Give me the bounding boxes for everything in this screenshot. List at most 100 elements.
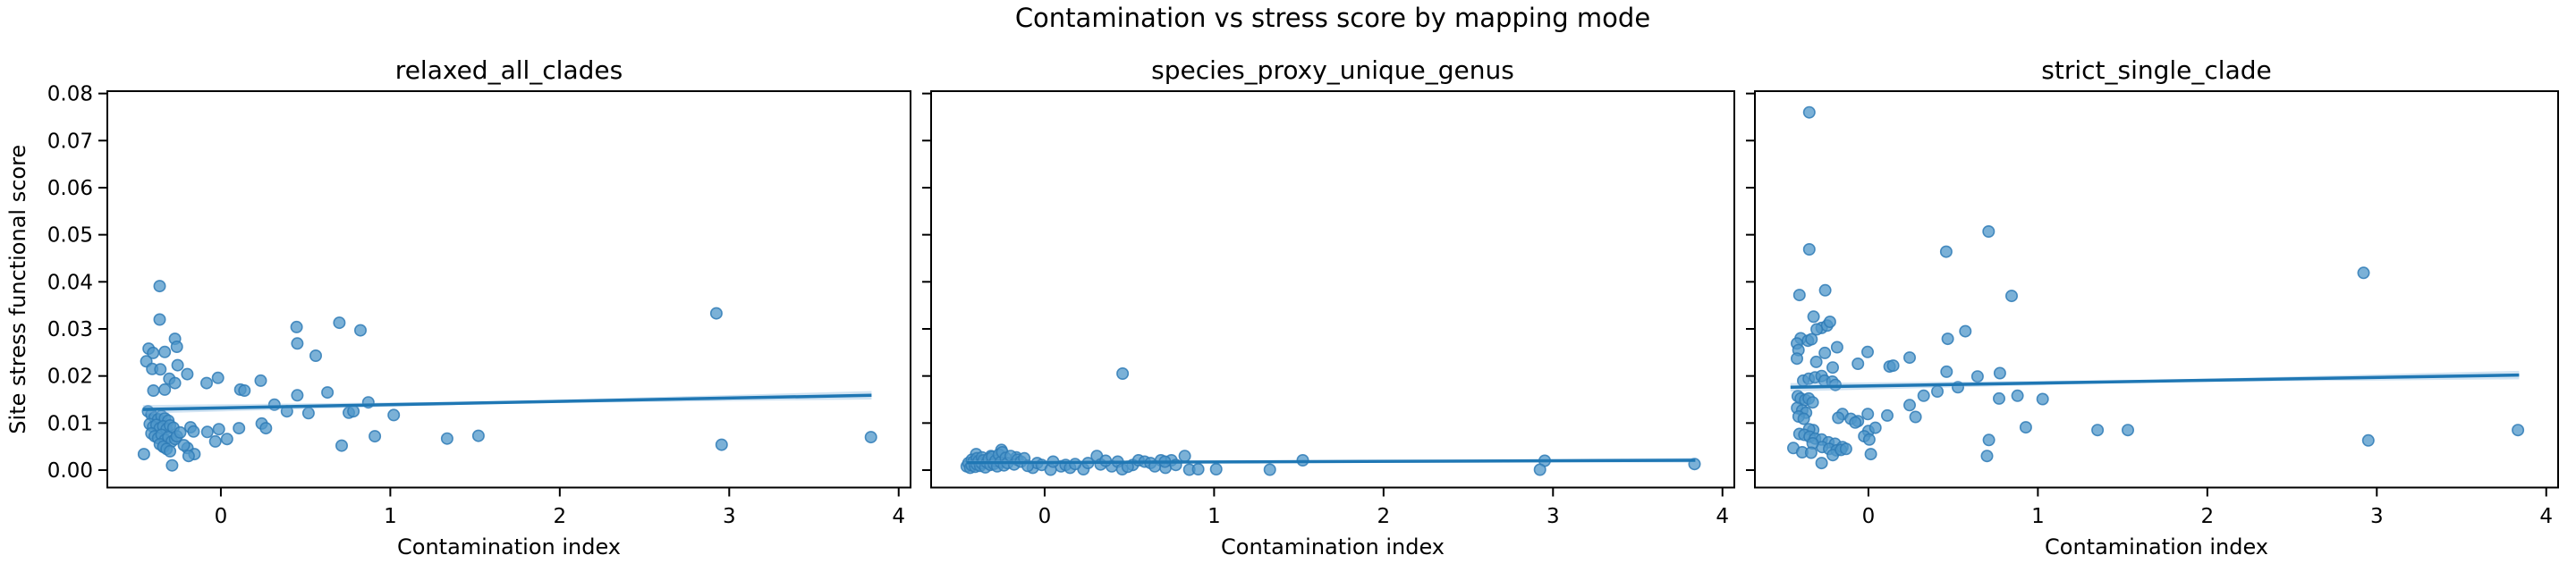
data-point bbox=[137, 448, 150, 461]
x-tick-label: 2 bbox=[554, 505, 567, 528]
data-point bbox=[1178, 450, 1191, 463]
data-point bbox=[2357, 266, 2370, 280]
x-tick-label: 4 bbox=[1716, 505, 1729, 528]
data-point bbox=[709, 307, 723, 320]
data-point bbox=[153, 280, 166, 293]
data-point bbox=[715, 438, 728, 451]
data-point bbox=[290, 320, 303, 333]
data-point bbox=[2019, 421, 2032, 434]
data-point bbox=[233, 422, 246, 435]
x-tick-label: 1 bbox=[2031, 505, 2045, 528]
data-point bbox=[291, 389, 304, 402]
data-point bbox=[333, 316, 346, 330]
data-point bbox=[170, 340, 183, 353]
data-point bbox=[1209, 462, 1223, 475]
x-tick-label: 0 bbox=[1862, 505, 1876, 528]
data-point bbox=[154, 363, 167, 376]
data-point bbox=[1862, 433, 1876, 446]
data-point bbox=[1818, 346, 1832, 359]
data-point bbox=[1116, 366, 1130, 380]
data-point bbox=[1909, 410, 1922, 424]
data-point bbox=[212, 423, 225, 436]
trend-line bbox=[966, 458, 1696, 465]
x-tick-label: 4 bbox=[2539, 505, 2553, 528]
y-tick-label: 0.05 bbox=[47, 224, 93, 248]
data-point bbox=[2512, 424, 2525, 437]
data-point bbox=[200, 425, 214, 439]
data-point bbox=[1792, 289, 1806, 302]
data-point bbox=[1941, 332, 1954, 346]
data-point bbox=[208, 434, 222, 448]
data-point bbox=[1797, 412, 1810, 425]
trend-line bbox=[142, 393, 872, 411]
y-tick-label: 0.07 bbox=[47, 130, 93, 153]
data-point bbox=[165, 458, 179, 472]
data-point bbox=[2091, 424, 2105, 437]
x-tick-label: 4 bbox=[892, 505, 905, 528]
data-point bbox=[1868, 421, 1882, 434]
data-point bbox=[1939, 245, 1953, 258]
axes-frame bbox=[1754, 90, 2559, 489]
data-point bbox=[211, 371, 225, 384]
data-point bbox=[1807, 310, 1820, 324]
axes-frame bbox=[106, 90, 911, 489]
data-point bbox=[1830, 341, 1843, 354]
data-point bbox=[1982, 433, 1996, 447]
data-point bbox=[1903, 351, 1917, 365]
subplot-title-strict_single_clade: strict_single_clade bbox=[2041, 55, 2271, 85]
trend-line bbox=[1790, 373, 2520, 390]
data-point bbox=[1970, 370, 1984, 383]
data-point bbox=[200, 376, 214, 390]
data-point bbox=[1809, 355, 1823, 368]
data-point bbox=[153, 313, 166, 326]
data-point bbox=[1810, 323, 1824, 336]
data-point bbox=[187, 425, 200, 438]
data-point bbox=[1849, 416, 1862, 429]
data-point bbox=[291, 337, 304, 350]
data-point bbox=[164, 444, 177, 458]
data-point bbox=[1861, 408, 1875, 421]
figure-suptitle: Contamination vs stress score by mapping… bbox=[1015, 3, 1650, 33]
data-point bbox=[440, 432, 453, 445]
data-point bbox=[1959, 324, 1972, 338]
data-point bbox=[182, 450, 195, 463]
data-point bbox=[471, 429, 485, 442]
data-point bbox=[1886, 359, 1900, 373]
data-point bbox=[1805, 332, 1818, 346]
data-point bbox=[158, 345, 172, 358]
data-point bbox=[220, 433, 233, 446]
data-point bbox=[1832, 411, 1845, 425]
y-tick-label: 0.02 bbox=[47, 366, 93, 389]
data-point bbox=[1791, 352, 1804, 366]
data-point bbox=[369, 430, 382, 443]
data-point bbox=[2036, 392, 2049, 406]
data-point bbox=[2361, 433, 2375, 447]
x-axis-label: Contamination index bbox=[1221, 534, 1445, 559]
x-tick-label: 1 bbox=[1208, 505, 1221, 528]
data-point bbox=[177, 439, 191, 452]
y-tick-label: 0.01 bbox=[47, 412, 93, 435]
data-point bbox=[1533, 463, 1546, 476]
y-tick-label: 0.00 bbox=[47, 459, 93, 483]
data-point bbox=[353, 324, 367, 337]
data-point bbox=[1917, 389, 1930, 402]
data-point bbox=[1993, 366, 2006, 380]
y-axis-label: Site stress functional score bbox=[5, 145, 30, 434]
data-point bbox=[1980, 450, 1994, 463]
data-point bbox=[238, 383, 251, 397]
data-point bbox=[1864, 448, 1877, 461]
data-point bbox=[1881, 408, 1894, 422]
y-tick-label: 0.04 bbox=[47, 271, 93, 294]
data-point bbox=[2011, 389, 2024, 402]
subplot-title-relaxed_all_clades: relaxed_all_clades bbox=[395, 55, 623, 85]
data-point bbox=[1852, 357, 1865, 370]
data-point bbox=[1802, 242, 1816, 256]
x-tick-label: 1 bbox=[384, 505, 397, 528]
data-point bbox=[309, 349, 322, 362]
x-tick-label: 2 bbox=[2201, 505, 2215, 528]
x-tick-label: 3 bbox=[723, 505, 736, 528]
y-tick-label: 0.03 bbox=[47, 318, 93, 341]
data-point bbox=[174, 425, 187, 439]
